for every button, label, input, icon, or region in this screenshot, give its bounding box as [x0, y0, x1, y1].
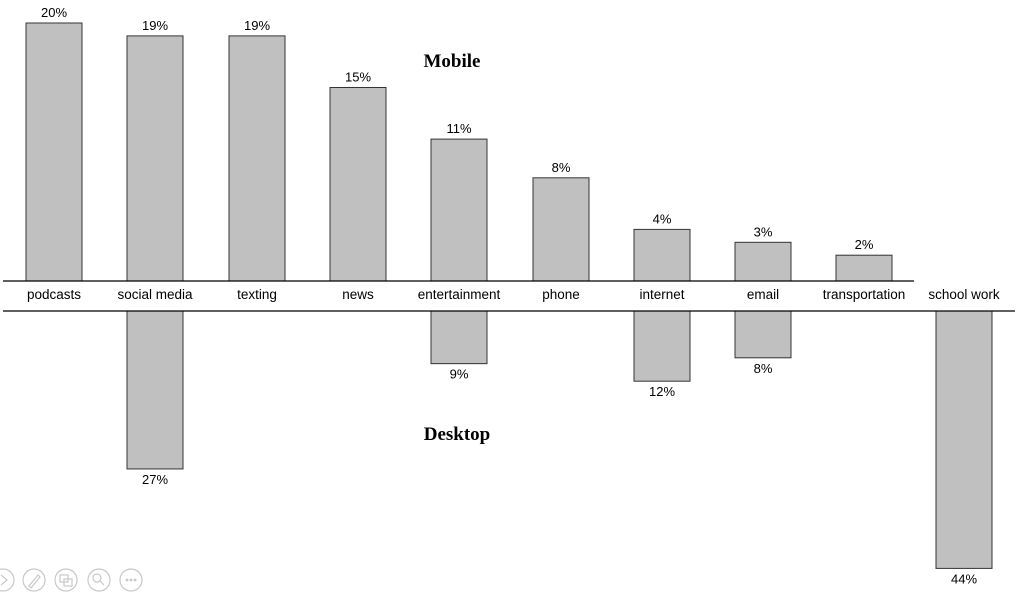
mobile-bar-transportation: [835, 254, 893, 282]
zoom-icon[interactable]: [87, 568, 111, 592]
category-label-phone: phone: [542, 287, 580, 302]
mobile-value-labels: 20% 19% 19% 15% 11% 8% 4% 3% 2%: [41, 5, 874, 252]
desktop-bar-email: [734, 310, 792, 359]
mobile-value-label: 4%: [653, 211, 672, 226]
desktop-value-label: 27%: [142, 472, 168, 487]
desktop-value-label: 44%: [951, 571, 977, 586]
desktop-value-labels: 27% 9% 12% 8% 44%: [142, 361, 977, 587]
desktop-value-label: 12%: [649, 384, 675, 399]
category-labels: podcasts social media texting news entertain…: [27, 287, 1000, 302]
mobile-value-label: 19%: [244, 18, 270, 33]
category-label-social-media: social media: [117, 287, 193, 302]
mobile-panel-title: Mobile: [424, 51, 481, 72]
category-label-podcasts: podcasts: [27, 287, 81, 302]
mobile-bar-internet: [633, 228, 691, 282]
play-icon[interactable]: [0, 568, 15, 592]
mobile-value-label: 20%: [41, 5, 67, 20]
category-label-texting: texting: [237, 287, 277, 302]
pen-icon[interactable]: [22, 568, 46, 592]
desktop-bar-school-work: [935, 310, 993, 569]
desktop-value-label: 8%: [754, 361, 773, 376]
category-label-school-work: school work: [928, 287, 1000, 302]
mobile-bar-entertainment: [430, 138, 488, 282]
mobile-value-label: 2%: [855, 237, 874, 252]
mobile-bar-social-media: [126, 35, 184, 282]
mobile-value-label: 19%: [142, 18, 168, 33]
mobile-value-label: 3%: [754, 224, 773, 239]
category-label-email: email: [747, 287, 779, 302]
category-label-transportation: transportation: [823, 287, 906, 302]
slides-icon[interactable]: [54, 568, 78, 592]
mobile-value-label: 8%: [552, 160, 571, 175]
desktop-bar-entertainment: [430, 310, 488, 365]
mobile-bar-podcasts: [25, 22, 83, 282]
desktop-bar-internet: [633, 310, 691, 382]
desktop-panel-title: Desktop: [424, 424, 491, 445]
mobile-value-label: 11%: [446, 121, 471, 136]
more-icon[interactable]: [119, 568, 143, 592]
category-label-news: news: [342, 287, 374, 302]
viewer-controls: [0, 568, 143, 592]
mobile-value-label: 15%: [345, 70, 371, 85]
mobile-bar-phone: [532, 177, 590, 282]
desktop-bar-social-media: [126, 310, 184, 470]
desktop-value-label: 9%: [450, 367, 469, 382]
desktop-bars: [126, 310, 993, 569]
mobile-bar-news: [329, 87, 387, 282]
category-label-internet: internet: [639, 287, 684, 302]
category-label-entertainment: entertainment: [418, 287, 501, 302]
mobile-bar-texting: [228, 35, 286, 282]
mobile-bars: [25, 22, 893, 282]
mobile-bar-email: [734, 241, 792, 282]
